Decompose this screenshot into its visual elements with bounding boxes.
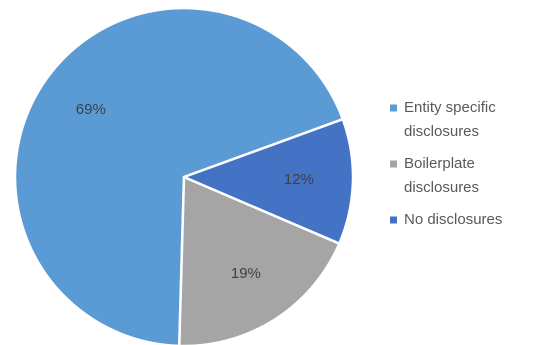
pie-slice-boilerplate-disclosures (178, 175, 341, 345)
legend: Entity specific disclosures Boilerplate dis… (390, 99, 502, 228)
legend-swatch-no-disclosures (390, 216, 397, 224)
slice-labels-layer: 69% 19% 12% (76, 101, 314, 282)
legend-entry-no-disclosures: No disclosures (390, 211, 502, 228)
legend-swatch-boilerplate-disclosures (390, 160, 397, 168)
legend-swatch-entity-specific-disclosures (390, 104, 397, 112)
data-label-entity-specific-disclosures: 69% (76, 101, 106, 118)
data-label-no-disclosures: 12% (284, 171, 314, 188)
legend-label-no-disclosures: No disclosures (404, 211, 502, 228)
legend-label-entity-specific-disclosures: Entity specific disclosures (404, 99, 496, 140)
slices-layer (13, 6, 355, 345)
legend-label-boilerplate-disclosures: Boilerplate disclosures (404, 155, 479, 196)
legend-entry-entity-specific-disclosures: Entity specific disclosures (390, 99, 496, 140)
pie-slice-entity-specific-disclosures (13, 6, 345, 345)
legend-entry-boilerplate-disclosures: Boilerplate disclosures (390, 155, 479, 196)
data-label-boilerplate-disclosures: 19% (231, 265, 261, 282)
pie-slice-no-disclosures (182, 117, 355, 245)
